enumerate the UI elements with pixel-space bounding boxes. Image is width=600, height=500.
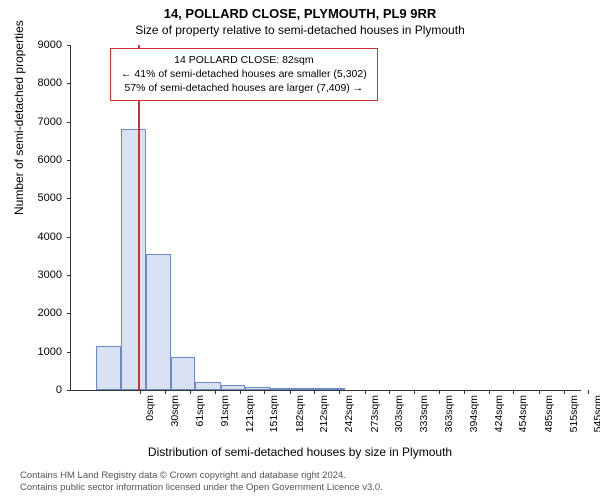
x-tick-mark: [290, 390, 291, 394]
y-tick-label: 8000: [22, 77, 62, 89]
x-tick-label: 454sqm: [517, 395, 529, 432]
y-tick-label: 2000: [22, 307, 62, 319]
info-line-2: ← 41% of semi-detached houses are smalle…: [121, 67, 367, 81]
chart-subtitle: Size of property relative to semi-detach…: [0, 21, 600, 41]
chart-title: 14, POLLARD CLOSE, PLYMOUTH, PL9 9RR: [0, 0, 600, 21]
x-tick-mark: [165, 390, 166, 394]
x-tick-mark: [389, 390, 390, 394]
x-tick-label: 242sqm: [343, 395, 355, 432]
x-tick-label: 424sqm: [493, 395, 505, 432]
x-tick-mark: [539, 390, 540, 394]
histogram-bar: [270, 388, 296, 390]
y-tick-label: 6000: [22, 154, 62, 166]
info-box: 14 POLLARD CLOSE: 82sqm ← 41% of semi-de…: [110, 48, 378, 101]
info-line-1: 14 POLLARD CLOSE: 82sqm: [121, 53, 367, 67]
histogram-bar: [221, 385, 246, 390]
y-tick-label: 4000: [22, 231, 62, 243]
histogram-bar: [296, 388, 321, 390]
x-axis-label: Distribution of semi-detached houses by …: [0, 445, 600, 459]
x-tick-label: 212sqm: [318, 395, 330, 432]
footer-line-2: Contains public sector information licen…: [20, 482, 383, 494]
x-tick-label: 394sqm: [468, 395, 480, 432]
y-tick-label: 1000: [22, 346, 62, 358]
x-tick-label: 151sqm: [268, 395, 280, 432]
x-tick-mark: [414, 390, 415, 394]
x-tick-mark: [439, 390, 440, 394]
x-tick-mark: [215, 390, 216, 394]
x-tick-mark: [365, 390, 366, 394]
footer: Contains HM Land Registry data © Crown c…: [20, 470, 383, 494]
x-tick-label: 363sqm: [443, 395, 455, 432]
x-tick-label: 545sqm: [592, 395, 600, 432]
x-tick-mark: [264, 390, 265, 394]
x-tick-label: 61sqm: [194, 395, 206, 427]
x-tick-label: 303sqm: [393, 395, 405, 432]
x-tick-mark: [339, 390, 340, 394]
footer-line-1: Contains HM Land Registry data © Crown c…: [20, 470, 383, 482]
y-tick-label: 7000: [22, 116, 62, 128]
x-tick-label: 121sqm: [244, 395, 256, 432]
x-tick-mark: [513, 390, 514, 394]
x-tick-label: 485sqm: [543, 395, 555, 432]
x-tick-label: 515sqm: [568, 395, 580, 432]
histogram-bar: [320, 388, 345, 390]
histogram-bar: [171, 357, 196, 390]
x-tick-mark: [564, 390, 565, 394]
y-tick-label: 0: [22, 384, 62, 396]
x-tick-mark: [140, 390, 141, 394]
y-tick-label: 3000: [22, 269, 62, 281]
chart-container: 14, POLLARD CLOSE, PLYMOUTH, PL9 9RR Siz…: [0, 0, 600, 500]
x-tick-label: 91sqm: [219, 395, 231, 427]
x-tick-label: 273sqm: [369, 395, 381, 432]
x-tick-mark: [190, 390, 191, 394]
histogram-bar: [121, 129, 146, 390]
histogram-bar: [245, 387, 270, 390]
x-tick-mark: [588, 390, 589, 394]
histogram-bar: [195, 382, 221, 390]
x-tick-label: 0sqm: [144, 395, 156, 421]
histogram-bar: [146, 254, 171, 390]
histogram-bar: [96, 346, 122, 390]
y-tick-label: 5000: [22, 192, 62, 204]
x-tick-label: 182sqm: [294, 395, 306, 432]
x-tick-mark: [489, 390, 490, 394]
x-tick-label: 333sqm: [418, 395, 430, 432]
x-tick-mark: [314, 390, 315, 394]
info-line-3: 57% of semi-detached houses are larger (…: [121, 81, 367, 95]
x-tick-mark: [240, 390, 241, 394]
y-tick-label: 9000: [22, 39, 62, 51]
x-tick-label: 30sqm: [169, 395, 181, 427]
x-tick-mark: [464, 390, 465, 394]
